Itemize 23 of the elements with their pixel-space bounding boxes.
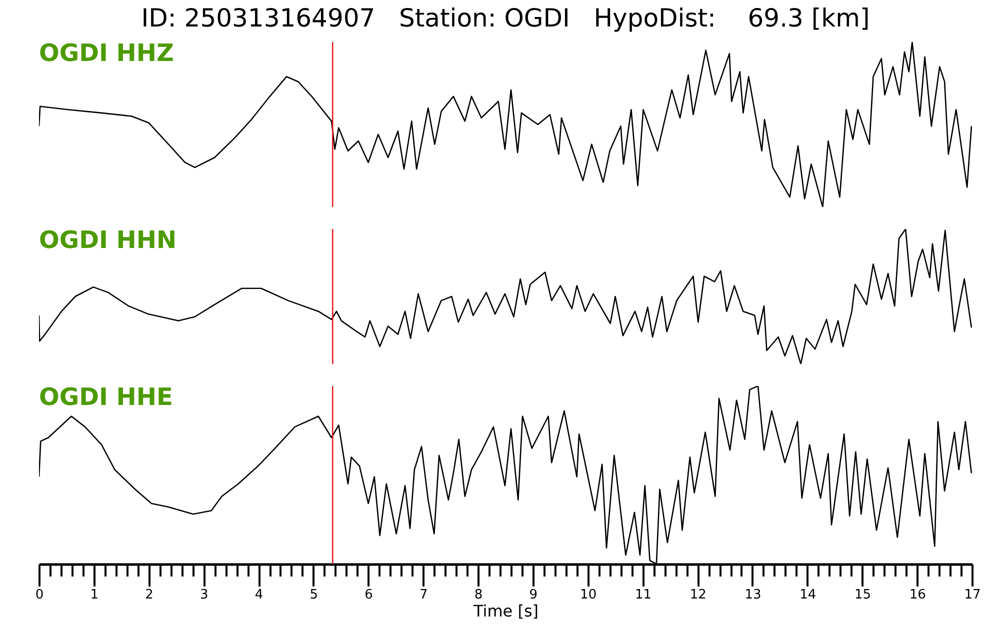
x-tick-label: 11 <box>634 588 652 602</box>
series-label: OGDI HHE <box>39 383 173 411</box>
x-tick-label: 1 <box>90 588 99 602</box>
text: OGDI HHN <box>39 226 177 254</box>
x-tick-label: 15 <box>854 588 872 602</box>
x-tick-label: 14 <box>800 588 816 602</box>
x-axis-title: Time [s] <box>472 602 539 620</box>
x-tick-label: 6 <box>364 588 373 602</box>
x-tick-label: 13 <box>744 588 762 602</box>
x-tick-label: 5 <box>310 588 318 602</box>
x-tick-label: 4 <box>254 588 264 602</box>
x-tick-label: 17 <box>964 588 981 602</box>
x-tick-label: 7 <box>420 588 428 602</box>
x-tick-label: 9 <box>529 588 538 602</box>
x-tick-label: 8 <box>474 588 483 602</box>
chart-title: ID: 250313164907 Station: OGDI HypoDist: 69.3 [km] <box>141 3 870 32</box>
x-tick-label: 2 <box>145 588 154 602</box>
x-tick-label: 3 <box>200 588 208 602</box>
x-tick-label: 10 <box>580 588 597 602</box>
x-tick-label: 12 <box>690 588 706 602</box>
x-tick-label: 0 <box>35 588 44 602</box>
x-tick-label: 16 <box>909 588 926 602</box>
series-label: OGDI HHZ <box>39 39 174 67</box>
